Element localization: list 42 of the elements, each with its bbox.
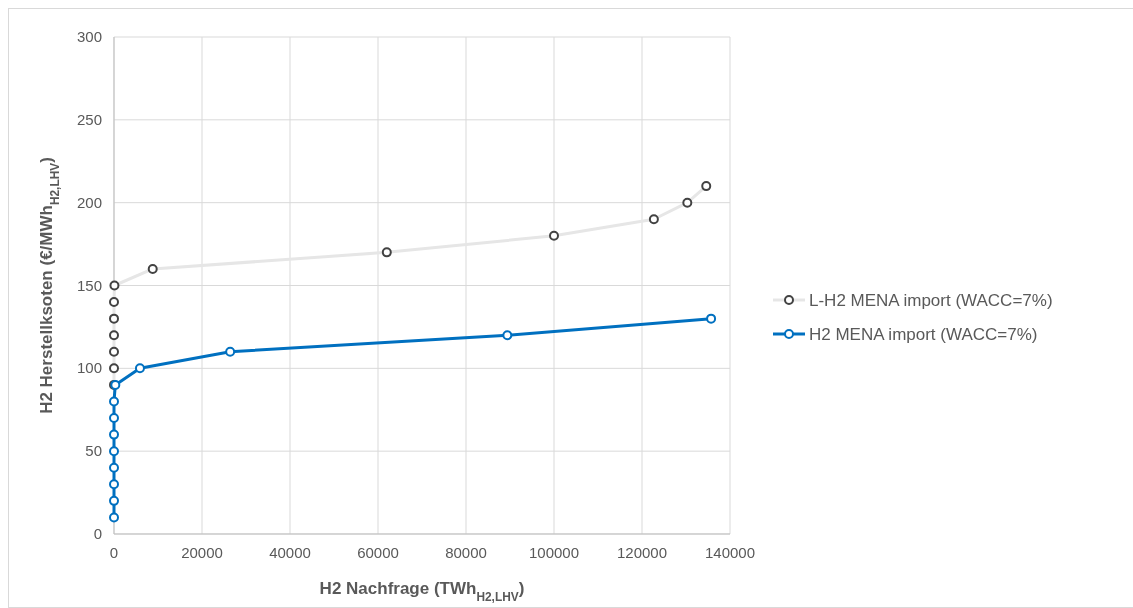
y-tick-label: 100: [76, 359, 102, 377]
legend-label: H2 MENA import (WACC=7%): [809, 325, 1038, 344]
x-tick-label: 100000: [528, 544, 580, 561]
y-tick-label: 200: [76, 193, 102, 211]
point: [134, 363, 145, 374]
point: [549, 230, 559, 241]
point: [706, 313, 717, 324]
y-tick-label: 50: [85, 442, 102, 460]
point: [109, 429, 119, 440]
legend-label: L-H2 MENA import (WACC=7%): [809, 291, 1053, 310]
point: [381, 247, 392, 258]
x-tick-label: 20000: [181, 544, 223, 561]
x-axis-title: H2 Nachfrage (TWh$_{H2,LHV}$): [319, 579, 525, 604]
point: [109, 479, 119, 490]
point: [225, 346, 236, 357]
point: [109, 495, 119, 506]
x-tick-label: 140000: [704, 544, 756, 561]
y-tick-label: 250: [76, 110, 102, 128]
point: [109, 413, 119, 424]
point: [109, 446, 119, 457]
point: [109, 363, 119, 374]
point: [109, 462, 119, 473]
point: [109, 280, 120, 291]
x-tick-label: 80000: [445, 544, 487, 561]
y-tick-label: 300: [76, 28, 102, 45]
x-tick-label: 120000: [616, 544, 668, 561]
point: [648, 214, 659, 225]
point: [701, 181, 712, 192]
x-tick-label: 0: [109, 544, 119, 561]
y-tick-label: 0: [93, 525, 102, 542]
point: [682, 197, 693, 208]
point: [109, 346, 119, 357]
x-tick-label: 60000: [357, 544, 399, 561]
point: [502, 330, 513, 341]
point: [109, 396, 119, 407]
x-tick-label: 40000: [269, 544, 311, 561]
y-tick-label: 150: [76, 276, 102, 294]
point: [109, 512, 119, 523]
point: [109, 330, 119, 341]
point: [109, 313, 119, 324]
point: [147, 263, 158, 274]
point: [109, 297, 119, 308]
